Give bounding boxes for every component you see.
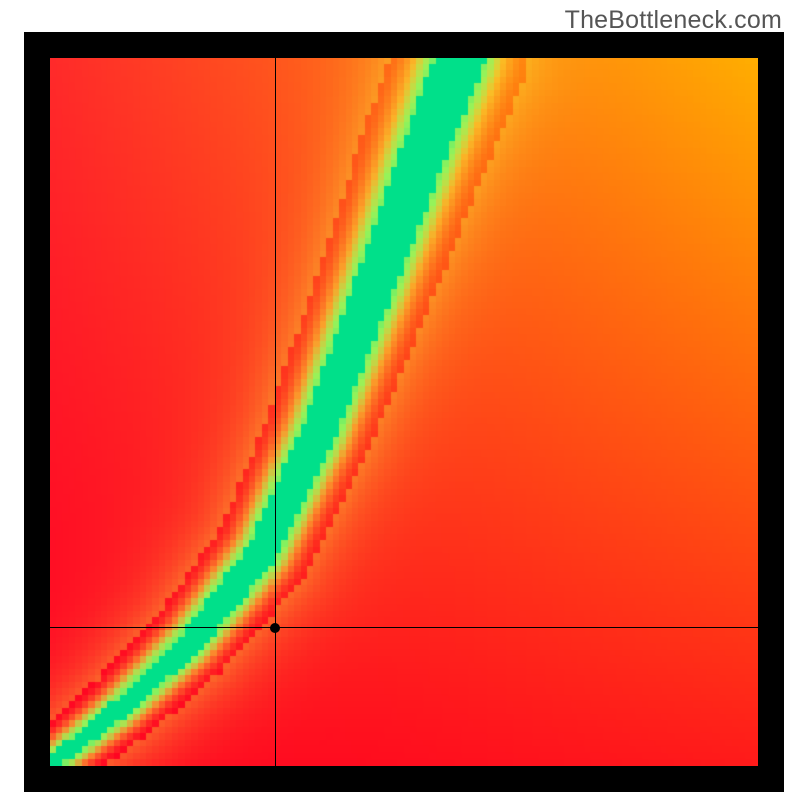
heatmap-plot: [50, 58, 758, 766]
watermark-text: TheBottleneck.com: [565, 6, 782, 35]
crosshair-dot: [270, 623, 280, 633]
crosshair-vertical-line: [275, 58, 276, 766]
frame-right: [758, 32, 784, 792]
root: TheBottleneck.com: [0, 0, 800, 800]
crosshair-horizontal-line: [50, 627, 758, 628]
frame-top: [24, 32, 784, 58]
frame-bottom: [24, 766, 784, 792]
frame-left: [24, 32, 50, 792]
heatmap-canvas: [50, 58, 758, 766]
